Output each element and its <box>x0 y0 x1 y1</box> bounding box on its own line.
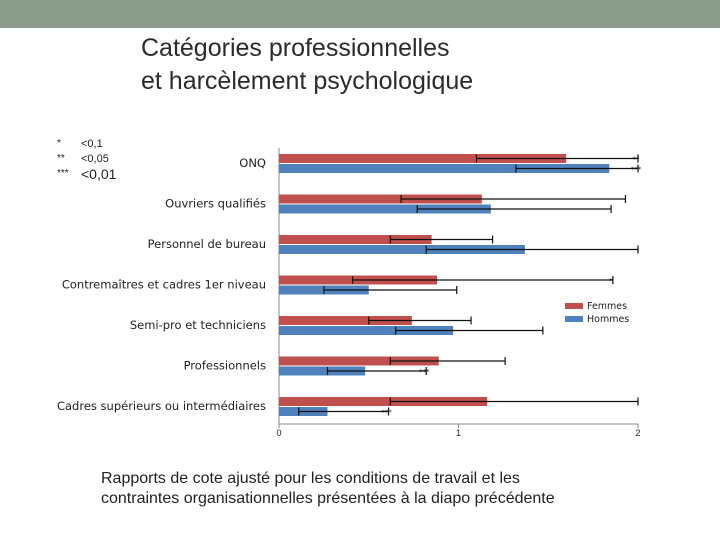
category-label: Cadres supérieurs ou intermédiaires <box>57 399 266 413</box>
bar <box>279 366 366 376</box>
header-bar <box>0 0 720 28</box>
legend-swatch <box>565 303 583 309</box>
significance-label: <0,1 <box>81 138 103 150</box>
x-tick-label: 0 <box>276 428 281 438</box>
slide-title: Catégories professionnelles et harcèleme… <box>141 32 661 98</box>
title-line-1: Catégories professionnelles <box>141 34 450 62</box>
bar <box>279 397 488 406</box>
bar <box>279 356 439 366</box>
bar <box>279 194 482 204</box>
caption-line-1: Rapports de cote ajusté pour les conditi… <box>101 470 520 487</box>
bar <box>279 316 412 325</box>
category-label: Ouvriers qualifiés <box>165 197 266 211</box>
significance-marker: *** <box>631 166 642 174</box>
bar <box>279 204 491 214</box>
slide-caption: Rapports de cote ajusté pour les conditi… <box>101 469 641 509</box>
x-tick-label: 2 <box>635 428 640 438</box>
bar <box>279 154 567 163</box>
significance-marker: *** <box>419 368 430 376</box>
bar <box>279 245 525 254</box>
category-label: ONQ <box>239 156 266 170</box>
significance-label: <0,05 <box>81 153 109 165</box>
significance-stars: ** <box>57 153 65 164</box>
legend-label: Hommes <box>587 314 629 325</box>
bar <box>279 164 610 173</box>
significance-stars: * <box>57 138 61 149</box>
title-line-2: et harcèlement psychologique <box>141 67 474 95</box>
legend-swatch <box>565 316 583 322</box>
significance-marker: *** <box>381 409 392 417</box>
category-label: Professionnels <box>184 359 266 373</box>
legend-label: Femmes <box>587 301 627 312</box>
bar <box>279 235 432 244</box>
bar <box>279 326 454 335</box>
significance-marker: * <box>609 277 613 285</box>
significance-stars: *** <box>57 168 69 179</box>
category-label: Personnel de bureau <box>148 237 266 251</box>
significance-marker: ** <box>633 156 641 164</box>
caption-line-2: contraintes organisationnelles présentée… <box>101 490 555 507</box>
category-label: Contremaîtres et cadres 1er niveau <box>62 278 266 292</box>
x-tick-label: 1 <box>456 428 461 438</box>
category-label: Semi-pro et techniciens <box>130 318 266 332</box>
significance-label: <0,01 <box>81 166 117 182</box>
